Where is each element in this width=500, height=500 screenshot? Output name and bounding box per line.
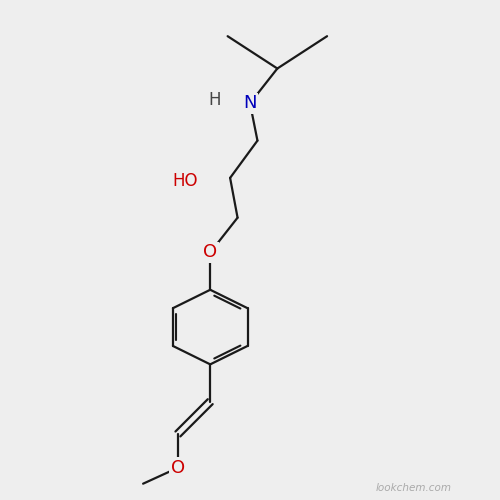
Text: O: O [203, 244, 218, 262]
Text: H: H [208, 91, 220, 109]
Text: N: N [244, 94, 257, 112]
Text: HO: HO [172, 172, 198, 190]
Text: lookchem.com: lookchem.com [376, 482, 452, 492]
Text: O: O [171, 459, 185, 477]
